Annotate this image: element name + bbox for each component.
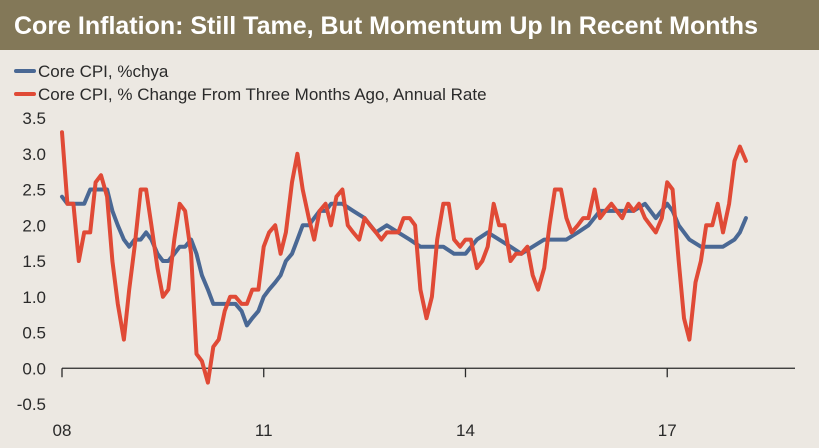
y-tick-label: 3.5	[22, 109, 46, 128]
title-banner	[0, 0, 819, 50]
y-tick-label: 0.5	[22, 324, 46, 343]
y-tick-label: 2.5	[22, 181, 46, 200]
y-axis: 3.5 3.0 2.5 2.0 1.5 1.0 0.5 0.0 -0.5	[17, 109, 46, 414]
y-tick-label: -0.5	[17, 395, 46, 414]
x-axis: 08 11 14 17	[53, 368, 677, 440]
series-layer	[60, 130, 748, 385]
y-tick-label: 1.5	[22, 252, 46, 271]
x-tick-label: 17	[658, 421, 677, 440]
series-line-core-cpi-3m-annualized	[60, 130, 748, 385]
y-tick-label: 0.0	[22, 359, 46, 378]
x-tick-label: 08	[53, 421, 72, 440]
y-tick-label: 2.0	[22, 216, 46, 235]
legend-label-core-cpi-3m-annualized: Core CPI, % Change From Three Months Ago…	[38, 85, 487, 104]
x-tick-label: 11	[255, 421, 273, 440]
y-tick-label: 3.0	[22, 145, 46, 164]
legend: Core CPI, %chya Core CPI, % Change From …	[14, 62, 487, 104]
x-tick-label: 14	[456, 421, 475, 440]
chart-title: Core Inflation: Still Tame, But Momentum…	[14, 12, 758, 40]
y-tick-label: 1.0	[22, 288, 46, 307]
legend-label-core-cpi-chya: Core CPI, %chya	[38, 62, 169, 81]
